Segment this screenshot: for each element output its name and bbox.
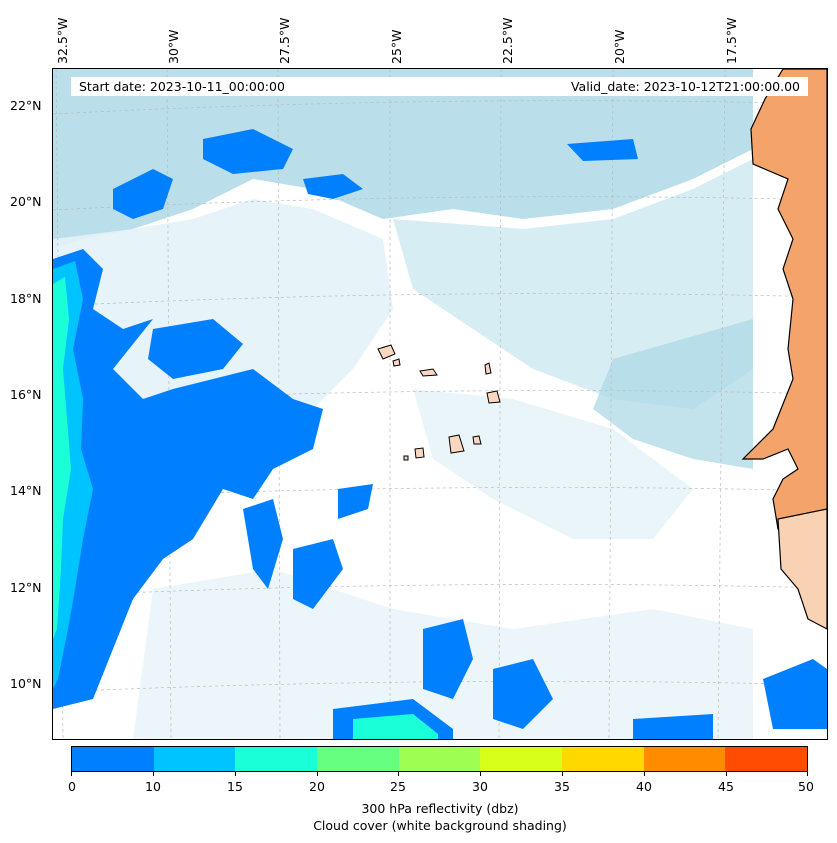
colorbar-tick-5 — [480, 772, 481, 776]
lat-label-12n: 12°N — [10, 580, 42, 595]
lon-label-22-5w: 22.5°W — [500, 17, 515, 64]
reflectivity-ne-blob — [567, 139, 638, 161]
colorbar-tick-3 — [317, 772, 318, 776]
date-banner: Start date: 2023-10-11_00:00:00 Valid_da… — [71, 77, 808, 96]
valid-date-text: Valid_date: 2023-10-12T21:00:00.00 — [570, 79, 800, 94]
colorbar-tick-9 — [807, 772, 808, 776]
lat-label-14n: 14°N — [10, 483, 42, 498]
colorbar-ticklabel-7: 40 — [636, 779, 652, 794]
island-boa-vista — [486, 390, 501, 404]
reflectivity-west-band — [53, 249, 323, 709]
reflectivity-mid-blob — [148, 319, 243, 379]
lat-label-10n: 10°N — [10, 676, 42, 691]
colorbar-tick-7 — [644, 772, 645, 776]
reflectivity-east-blob — [763, 659, 827, 729]
colorbar-ticklabel-0: 0 — [68, 779, 76, 794]
reflectivity-nw-blob-2 — [203, 129, 293, 174]
colorbar-tick-4 — [398, 772, 399, 776]
colorbar-ticklabel-1: 10 — [145, 779, 161, 794]
lat-label-22n: 22°N — [10, 98, 42, 113]
lat-label-18n: 18°N — [10, 291, 42, 306]
colorbar-ticklabel-8: 45 — [718, 779, 734, 794]
reflectivity-layer — [53, 129, 827, 739]
colorbar-title: 300 hPa reflectivity (dbz) — [361, 801, 519, 816]
colorbar-seg-5 — [480, 747, 563, 771]
africa-coast-lower — [777, 508, 827, 630]
island-maio — [472, 435, 482, 445]
cloud-cover-north — [53, 69, 753, 249]
reflectivity-south-blob-2 — [493, 659, 553, 729]
map-panel: Start date: 2023-10-11_00:00:00 Valid_da… — [52, 68, 828, 740]
reflectivity-sw-streak — [243, 499, 283, 589]
cloud-cover-center — [413, 389, 693, 539]
colorbar-seg-4 — [398, 747, 481, 771]
reflectivity-center-streak — [338, 484, 373, 519]
lat-label-16n: 16°N — [10, 387, 42, 402]
island-sal — [484, 362, 492, 375]
reflectivity-nw-blob-1 — [113, 169, 173, 219]
reflectivity-nw-blob-3 — [303, 174, 363, 199]
colorbar-tick-2 — [235, 772, 236, 776]
reflectivity-west-core — [53, 277, 71, 639]
reflectivity-south-blob-1 — [423, 619, 473, 699]
colorbar-tick-1 — [153, 772, 154, 776]
africa-coast — [741, 69, 827, 550]
lon-label-17-5w: 17.5°W — [724, 17, 739, 64]
colorbar-tick-0 — [71, 772, 72, 776]
reflectivity-south-edge-inner — [353, 714, 438, 739]
colorbar-seg-1 — [153, 747, 236, 771]
colorbar-ticklabel-4: 25 — [390, 779, 406, 794]
colorbar-ticklabel-9: 50 — [798, 779, 814, 794]
colorbar-tick-8 — [726, 772, 727, 776]
cloud-cover-east-band — [593, 319, 753, 469]
colorbar-seg-2 — [235, 747, 318, 771]
reflectivity-se-blob — [633, 714, 713, 739]
colorbar-seg-6 — [562, 747, 644, 771]
lat-label-20n: 20°N — [10, 194, 42, 209]
colorbar-seg-8 — [725, 747, 808, 771]
island-fogo — [414, 447, 425, 459]
lon-label-32-5w: 32.5°W — [55, 17, 70, 64]
island-santo-antao — [377, 344, 396, 360]
island-santiago — [448, 434, 465, 454]
island-brava — [403, 455, 409, 461]
lon-label-27-5w: 27.5°W — [277, 17, 292, 64]
colorbar-ticklabel-2: 15 — [227, 779, 243, 794]
cape-verde-islands — [377, 344, 501, 461]
colorbar-seg-0 — [72, 747, 154, 771]
lon-label-30w: 30°W — [166, 29, 181, 64]
colorbar-seg-3 — [317, 747, 399, 771]
lon-label-20w: 20°W — [612, 29, 627, 64]
map-canvas — [53, 69, 827, 739]
colorbar-ticklabel-6: 35 — [554, 779, 570, 794]
colorbar-subtitle: Cloud cover (white background shading) — [313, 818, 567, 833]
land-layer — [741, 69, 827, 630]
colorbar — [71, 746, 808, 772]
island-sao-nicolau — [419, 368, 438, 377]
lon-label-25w: 25°W — [389, 29, 404, 64]
colorbar-ticklabel-3: 20 — [309, 779, 325, 794]
colorbar-ticklabel-5: 30 — [472, 779, 488, 794]
island-sao-vicente — [392, 358, 401, 367]
colorbar-seg-7 — [643, 747, 726, 771]
colorbar-tick-6 — [562, 772, 563, 776]
reflectivity-sw-streak-2 — [293, 539, 343, 609]
start-date-text: Start date: 2023-10-11_00:00:00 — [79, 79, 285, 94]
